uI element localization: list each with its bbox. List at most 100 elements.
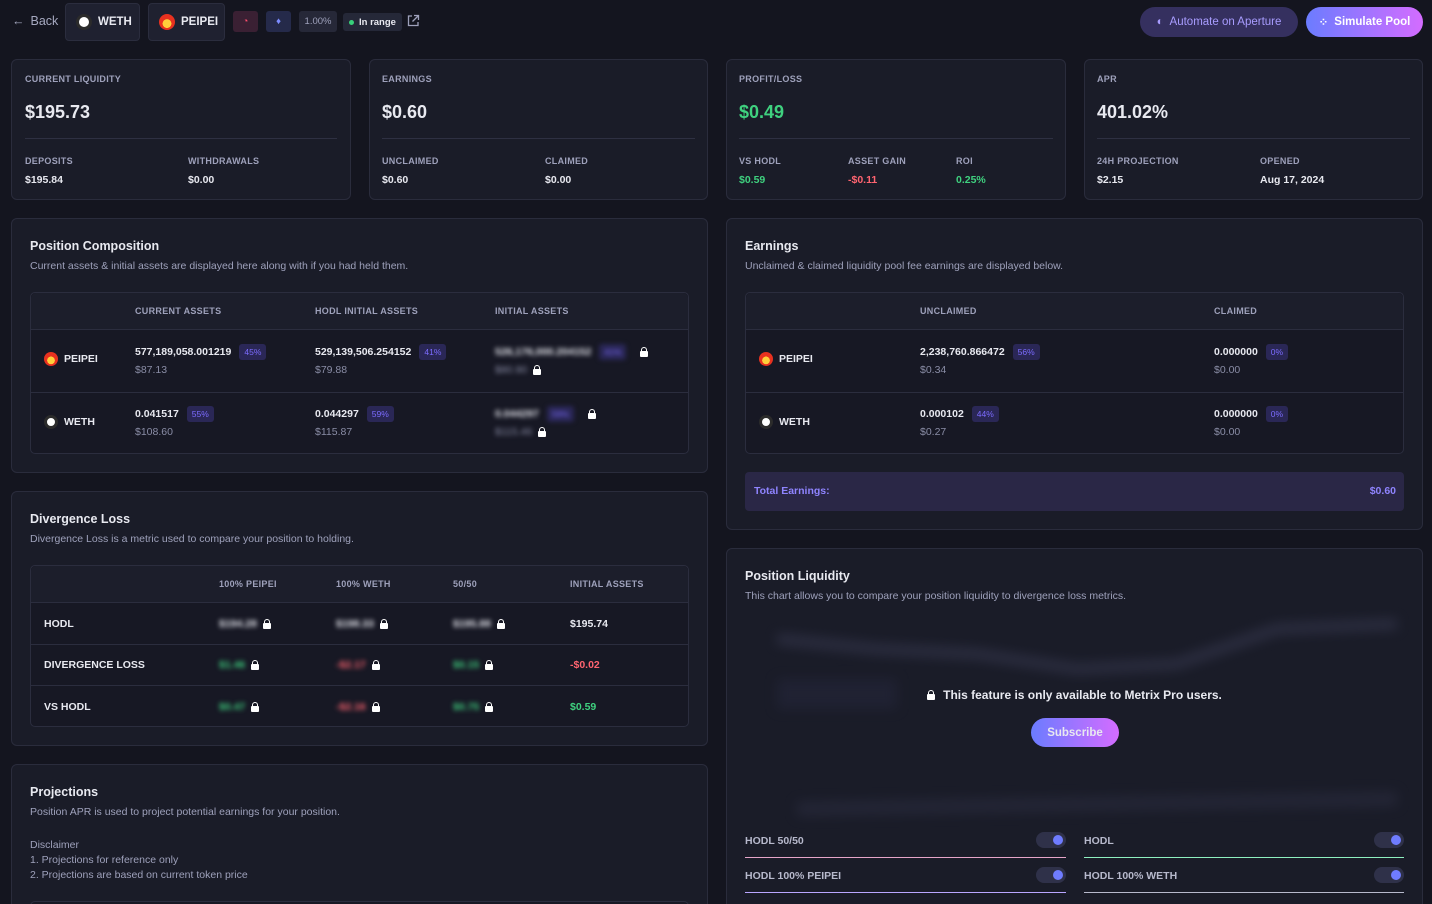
token0-chip[interactable]: WETH — [65, 3, 140, 41]
lock-icon — [251, 702, 260, 712]
unclaimed-value: $0.60 — [382, 174, 409, 186]
disclaimer-item: 2. Projections are based on current toke… — [30, 869, 248, 881]
toggle-hodl-50-50[interactable] — [1036, 832, 1066, 848]
vs-hodl-value: $0.59 — [739, 174, 766, 186]
status-dot-icon — [349, 19, 354, 25]
disclaimer-item: 1. Projections for reference only — [30, 854, 179, 866]
toggle-hodl-100-weth[interactable] — [1374, 867, 1404, 883]
pct-badge: 44% — [971, 406, 999, 422]
table-row-token: WETH — [759, 415, 810, 429]
arrow-left-icon: ← — [12, 14, 25, 28]
pct-badge: 55% — [186, 406, 214, 422]
apr-card: APR 401.02% 24H PROJECTION $2.15 OPENED … — [1084, 59, 1423, 200]
fee-tier-badge: 1.00% — [299, 11, 337, 32]
usd-value: $0.00 — [1214, 364, 1241, 376]
lock-icon — [262, 619, 271, 629]
amount: 577,189,058.001219 — [135, 346, 232, 358]
toggle-hodl[interactable] — [1374, 832, 1404, 848]
token-name: WETH — [64, 416, 95, 428]
locked-value: -$2.16 — [336, 701, 366, 713]
roi-value: 0.25% — [956, 174, 986, 186]
table-row-token: PEIPEI — [44, 352, 98, 366]
locked-value: $198.33 — [336, 618, 374, 630]
card-value: $0.49 — [739, 102, 785, 122]
usd-value: $108.60 — [135, 426, 173, 438]
total-earnings-value: $0.60 — [1369, 485, 1396, 497]
dex-icon[interactable]: ◔ — [233, 11, 258, 32]
section-desc: Current assets & initial assets are disp… — [30, 260, 409, 272]
peipei-token-icon — [44, 352, 58, 366]
initial-value: -$0.02 — [570, 659, 600, 671]
locked-cell: $194.28 — [219, 618, 271, 630]
section-desc: Divergence Loss is a metric used to comp… — [30, 533, 354, 545]
simulate-label: Simulate Pool — [1334, 16, 1411, 28]
card-value: $195.73 — [25, 102, 91, 122]
section-title: Earnings — [745, 239, 799, 253]
col-unclaimed: UNCLAIMED — [920, 306, 977, 316]
amount: 2,238,760.866472 — [920, 346, 1005, 358]
simulate-pool-button[interactable]: ⁘ Simulate Pool — [1306, 7, 1423, 37]
card-label: APR — [1097, 74, 1117, 84]
claimed-value: $0.00 — [545, 174, 572, 186]
token1-chip[interactable]: PEIPEI — [148, 3, 225, 41]
toggle-hodl-100-peipei[interactable] — [1036, 867, 1066, 883]
initial-value: $0.59 — [570, 701, 597, 713]
external-link-icon[interactable] — [406, 14, 420, 28]
pct-badge: 41% — [599, 344, 627, 360]
card-label: EARNINGS — [382, 74, 432, 84]
legend-hodl: HODL — [1084, 835, 1114, 847]
lock-icon — [927, 690, 936, 700]
lock-icon — [538, 427, 547, 437]
automate-aperture-button[interactable]: ◐ Automate on Aperture — [1140, 7, 1298, 37]
locked-cell: $198.33 — [336, 618, 388, 630]
legend-hodl-50-50: HODL 50/50 — [745, 835, 804, 847]
usd-value: $0.34 — [920, 364, 947, 376]
lock-icon — [371, 660, 380, 670]
composition-table: CURRENT ASSETS HODL INITIAL ASSETS INITI… — [30, 292, 689, 454]
col-claimed: CLAIMED — [1214, 306, 1258, 316]
lock-icon — [379, 619, 388, 629]
locked-value: $194.28 — [219, 618, 257, 630]
locked-text: This feature is only available to Metrix… — [943, 688, 1222, 702]
amount: 0.000000 — [1214, 346, 1258, 358]
disclaimer-title: Disclaimer — [30, 839, 80, 851]
opened-value: Aug 17, 2024 — [1260, 174, 1325, 186]
lock-icon — [496, 619, 505, 629]
ethereum-icon[interactable]: ♦ — [266, 11, 291, 32]
initial-value: $195.74 — [570, 618, 608, 630]
section-title: Position Composition — [30, 239, 160, 253]
automate-label: Automate on Aperture — [1169, 16, 1282, 28]
section-title: Position Liquidity — [745, 569, 850, 583]
divergence-loss-card: Divergence Loss Divergence Loss is a met… — [11, 491, 708, 746]
locked-value: $195.88 — [453, 618, 491, 630]
subscribe-button[interactable]: Subscribe — [1031, 718, 1119, 747]
earnings-card: EARNINGS $0.60 UNCLAIMED $0.60 CLAIMED $… — [369, 59, 708, 200]
projection-label: 24H PROJECTION — [1097, 156, 1179, 166]
row-label-divergence: DIVERGENCE LOSS — [44, 659, 145, 671]
back-button[interactable]: ← Back — [12, 14, 58, 28]
token-name: WETH — [779, 416, 810, 428]
unclaimed-amount: 0.000102 44% — [920, 406, 999, 422]
top-bar: ← Back WETH PEIPEI ◔ ♦ 1.00% In range ◐ … — [0, 0, 1432, 44]
locked-cell: $0.15 — [453, 659, 494, 671]
col-100-peipei: 100% PEIPEI — [219, 579, 277, 589]
total-earnings-label: Total Earnings: — [754, 485, 830, 497]
usd-value: $87.13 — [135, 364, 168, 376]
roi-label: ROI — [956, 156, 973, 166]
current-amount: 0.041517 55% — [135, 406, 214, 422]
peipei-token-icon — [759, 352, 773, 366]
locked-value: $1.46 — [219, 659, 246, 671]
claimed-amount: 0.000000 0% — [1214, 344, 1289, 360]
usd-value: $80.90 — [495, 364, 528, 376]
card-value: $0.60 — [382, 102, 428, 122]
pct-badge: 45% — [239, 344, 267, 360]
amount: 0.044297 — [315, 408, 359, 420]
legend-hodl-100-weth: HODL 100% WETH — [1084, 870, 1178, 882]
hodl-amount: 0.044297 59% — [315, 406, 394, 422]
col-initial-assets: INITIAL ASSETS — [495, 306, 569, 316]
peipei-token-icon — [159, 14, 175, 30]
amount: 529,139,506.254152 — [315, 346, 412, 358]
table-row-token: PEIPEI — [759, 352, 813, 366]
initial-amount-locked: 0.044297 59% — [495, 406, 596, 422]
usd-value: $115.87 — [315, 426, 353, 438]
